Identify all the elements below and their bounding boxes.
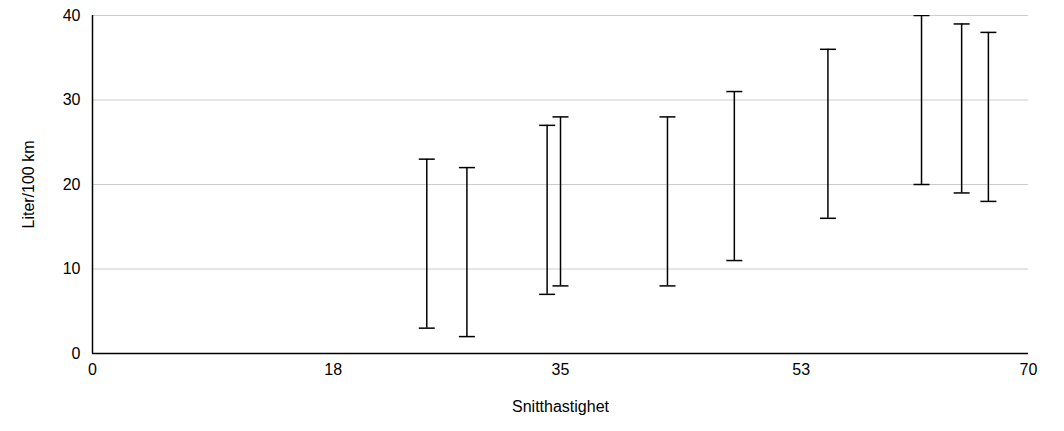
svg-text:0: 0 [88, 361, 97, 378]
svg-text:Liter/100 km: Liter/100 km [20, 140, 37, 228]
svg-text:40: 40 [63, 7, 81, 24]
svg-text:53: 53 [792, 361, 810, 378]
svg-text:18: 18 [324, 361, 342, 378]
svg-text:35: 35 [552, 361, 570, 378]
svg-text:20: 20 [63, 176, 81, 193]
svg-text:10: 10 [63, 260, 81, 277]
svg-text:Snitthastighet: Snitthastighet [512, 398, 610, 415]
svg-text:30: 30 [63, 91, 81, 108]
svg-text:0: 0 [72, 345, 81, 362]
svg-text:70: 70 [1020, 361, 1038, 378]
